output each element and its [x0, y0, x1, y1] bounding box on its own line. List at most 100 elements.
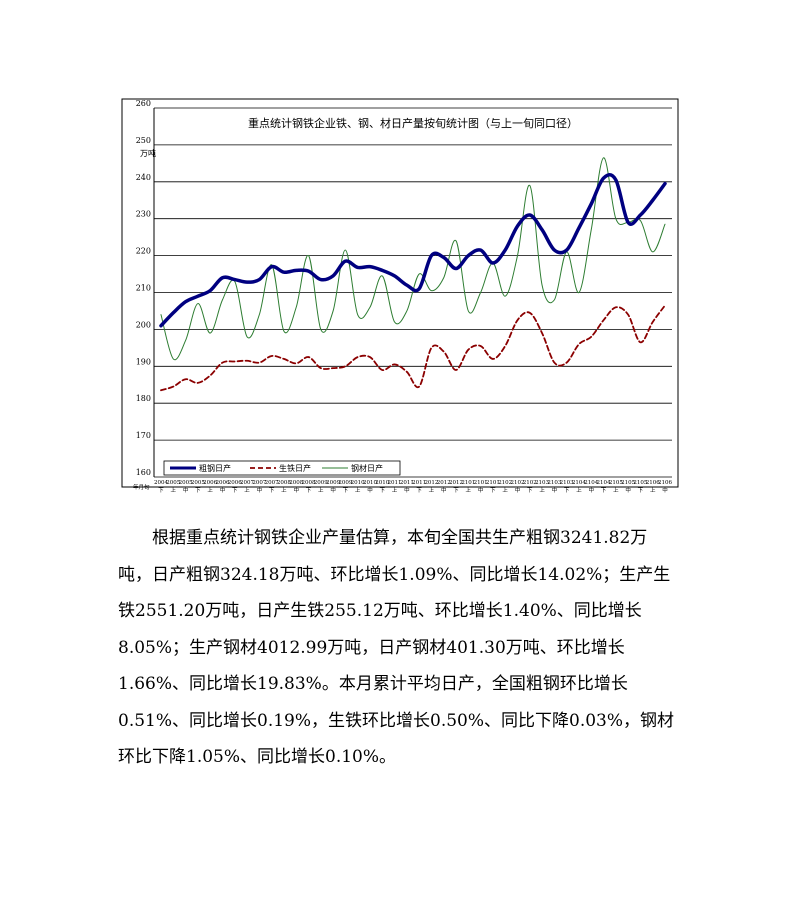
legend-label-0: 粗钢日产: [199, 463, 231, 473]
x-tick-label: 中: [515, 486, 521, 494]
x-tick-label: 下: [490, 487, 496, 494]
x-tick-label: 2102: [498, 480, 512, 486]
x-tick-label: 中: [662, 486, 668, 494]
x-tick-label: 2009: [314, 480, 328, 486]
x-tick-label: 2103: [547, 480, 561, 486]
x-tick-label: 中: [293, 486, 299, 494]
y-tick-label: 200: [136, 320, 151, 329]
chart-frame: [121, 98, 679, 488]
x-tick-label: 2011: [400, 480, 414, 486]
x-tick-label: 2006: [228, 480, 242, 486]
x-tick-label: 2004: [154, 480, 168, 486]
x-tick-label: 中: [367, 486, 373, 494]
x-tick-label: 下: [343, 487, 349, 494]
chart-container: 160 170 180 190 200 210 220 230 240 250 260 万吨年月旬 重点…: [121, 98, 679, 494]
x-tick-label: 2011: [412, 480, 426, 486]
x-tick-label: 上: [392, 486, 398, 494]
x-tick-label: 2008: [302, 480, 316, 486]
x-tick-label: 2106: [646, 480, 660, 486]
x-tick-label: 中: [183, 486, 189, 494]
x-tick-label: 2007: [265, 480, 279, 486]
series-line-1: [160, 304, 666, 392]
x-tick-label: 上: [576, 486, 582, 494]
x-tick-label: 2009: [338, 480, 352, 486]
x-tick-label: 下: [601, 487, 607, 494]
x-tick-label: 下: [269, 487, 275, 494]
x-tick-label: 2103: [535, 480, 549, 486]
x-tick-label: 下: [564, 487, 570, 494]
x-tick-label: 中: [330, 486, 336, 494]
summary-paragraph: 根据重点统计钢铁企业产量估算，本旬全国共生产粗钢3241.82万吨，日产粗钢32…: [118, 528, 675, 767]
y-tick-label: 260: [136, 99, 151, 108]
x-tick-label: 2009: [326, 480, 340, 486]
x-tick-label: 上: [244, 486, 250, 494]
y-tick-label: 220: [136, 247, 151, 256]
x-tick-label: 2105: [609, 480, 623, 486]
x-tick-label: 2105: [621, 480, 635, 486]
x-tick-label: 2008: [277, 480, 291, 486]
x-tick-label: 中: [257, 486, 263, 494]
x-tick-label: 上: [466, 486, 472, 494]
x-tick-label: 中: [404, 486, 410, 494]
x-tick-label: 2101: [461, 480, 475, 486]
x-tick-label: 2012: [437, 480, 451, 486]
x-tick-label: 上: [281, 486, 287, 494]
x-tick-label: 2006: [215, 480, 229, 486]
y-tick-label: 170: [136, 431, 151, 440]
x-tick-label: 下: [527, 487, 533, 494]
chart-title: 重点统计钢铁企业铁、钢、材日产量按旬统计图（与上一旬同口径）: [248, 116, 578, 130]
y-axis-label: 万吨: [140, 148, 156, 158]
x-tick-label: 2006: [203, 480, 217, 486]
x-tick-label: 中: [625, 486, 631, 494]
x-tick-label: 2008: [289, 480, 303, 486]
y-tick-label: 210: [136, 284, 151, 293]
x-tick-label: 上: [429, 486, 435, 494]
x-tick-label: 下: [195, 487, 201, 494]
x-tick-label: 上: [539, 486, 545, 494]
x-tick-label: 上: [650, 486, 656, 494]
x-tick-label: 2007: [240, 480, 254, 486]
x-tick-label: 中: [441, 486, 447, 494]
body-text: 根据重点统计钢铁企业产量估算，本旬全国共生产粗钢3241.82万吨，日产粗钢32…: [118, 520, 678, 776]
y-tick-label: 190: [136, 357, 151, 366]
y-tick-label: 250: [136, 136, 151, 145]
x-tick-label: 下: [306, 487, 312, 494]
series-line-0: [159, 173, 667, 328]
x-tick-label: 2010: [363, 480, 377, 486]
x-tick-label: 2102: [523, 480, 537, 486]
legend-label-1: 生铁日产: [279, 463, 311, 473]
x-tick-label: 中: [588, 486, 594, 494]
x-tick-label: 下: [232, 487, 238, 494]
x-tick-label: 下: [638, 487, 644, 494]
x-tick-label: 2103: [560, 480, 574, 486]
x-tick-label: 2007: [252, 480, 266, 486]
x-tick-label: 下: [416, 487, 422, 494]
x-tick-label: 上: [613, 486, 619, 494]
x-tick-label: 上: [355, 486, 361, 494]
x-tick-label: 下: [158, 487, 164, 494]
legend-box: [163, 460, 401, 476]
y-tick-label: 240: [136, 173, 151, 182]
x-tick-label: 2005: [179, 480, 193, 486]
x-tick-label: 中: [478, 486, 484, 494]
x-tick-label: 上: [502, 486, 508, 494]
x-axis-label: 年月旬: [133, 483, 150, 491]
x-tick-label: 2012: [424, 480, 438, 486]
x-tick-label: 中: [220, 486, 226, 494]
x-tick-label: 2106: [658, 480, 672, 486]
x-tick-label: 2012: [449, 480, 463, 486]
x-tick-label: 2101: [474, 480, 488, 486]
x-tick-label: 2010: [375, 480, 389, 486]
series-line-2: [160, 157, 666, 361]
x-tick-label: 2104: [572, 480, 586, 486]
x-tick-label: 上: [318, 486, 324, 494]
y-tick-label: 160: [136, 468, 151, 477]
x-tick-label: 上: [171, 486, 177, 494]
x-tick-label: 下: [453, 487, 459, 494]
x-tick-label: 下: [380, 487, 386, 494]
x-tick-label: 中: [552, 486, 558, 494]
x-tick-label: 2104: [597, 480, 611, 486]
y-tick-label: 180: [136, 394, 151, 403]
y-tick-label: 230: [136, 210, 151, 219]
